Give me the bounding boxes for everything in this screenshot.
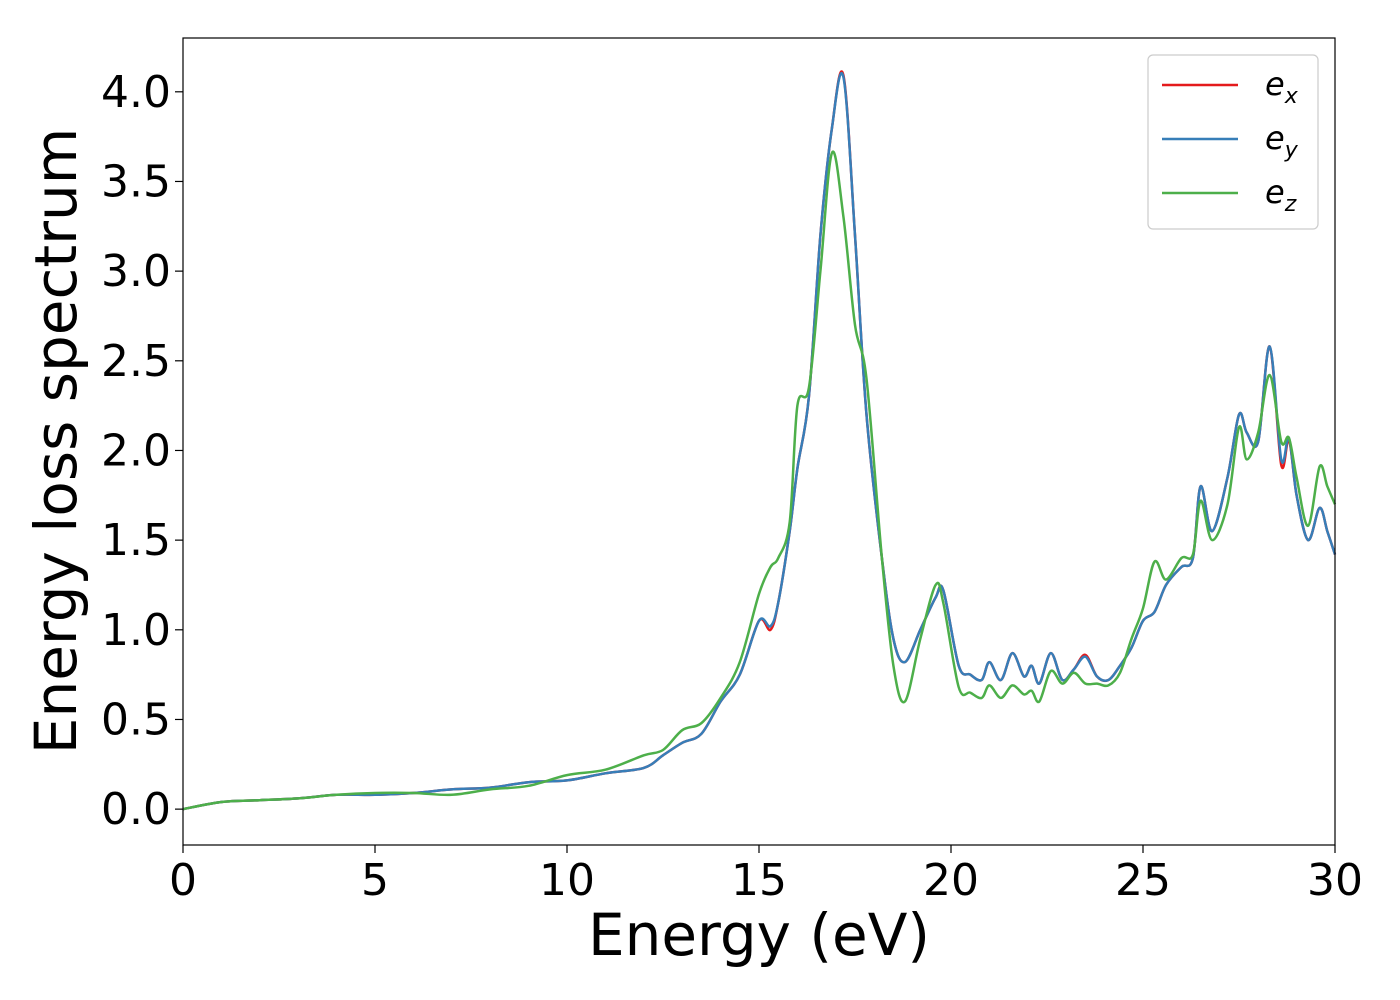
y-tick-label: 0.5 <box>101 694 171 745</box>
x-tick-label: 5 <box>361 855 389 906</box>
y-axis-ticks: 0.0 0.5 1.0 1.5 2.0 2.5 3.0 3.5 4.0 <box>101 67 183 835</box>
y-tick-label: 2.0 <box>101 425 171 476</box>
x-tick-label: 20 <box>923 855 979 906</box>
y-tick-label: 4.0 <box>101 67 171 118</box>
legend-label-x: ex <box>1265 65 1299 109</box>
x-tick-label: 10 <box>539 855 595 906</box>
series-layer <box>182 70 1337 811</box>
legend-label-z: ez <box>1265 173 1297 217</box>
y-tick-label: 0.0 <box>101 784 171 835</box>
y-tick-label: 3.5 <box>101 156 171 207</box>
x-tick-label: 30 <box>1307 855 1363 906</box>
y-tick-label: 1.0 <box>101 605 171 656</box>
y-tick-label: 2.5 <box>101 336 171 387</box>
series-line-y <box>182 72 1337 811</box>
legend-box <box>1147 54 1319 230</box>
legend-label-y: ey <box>1265 119 1299 163</box>
x-axis-ticks: 0 5 10 15 20 25 30 <box>169 845 1363 906</box>
y-axis-title: Energy loss spectrum <box>22 128 90 754</box>
x-tick-label: 25 <box>1115 855 1171 906</box>
plot-area <box>183 38 1335 845</box>
x-tick-label: 0 <box>169 855 197 906</box>
y-tick-label: 1.5 <box>101 515 171 566</box>
series-line-z <box>182 150 1337 811</box>
legend: ex ey ez <box>1147 54 1319 230</box>
y-tick-label: 3.0 <box>101 246 171 297</box>
x-tick-label: 15 <box>731 855 787 906</box>
x-axis-title: Energy (eV) <box>588 901 930 969</box>
